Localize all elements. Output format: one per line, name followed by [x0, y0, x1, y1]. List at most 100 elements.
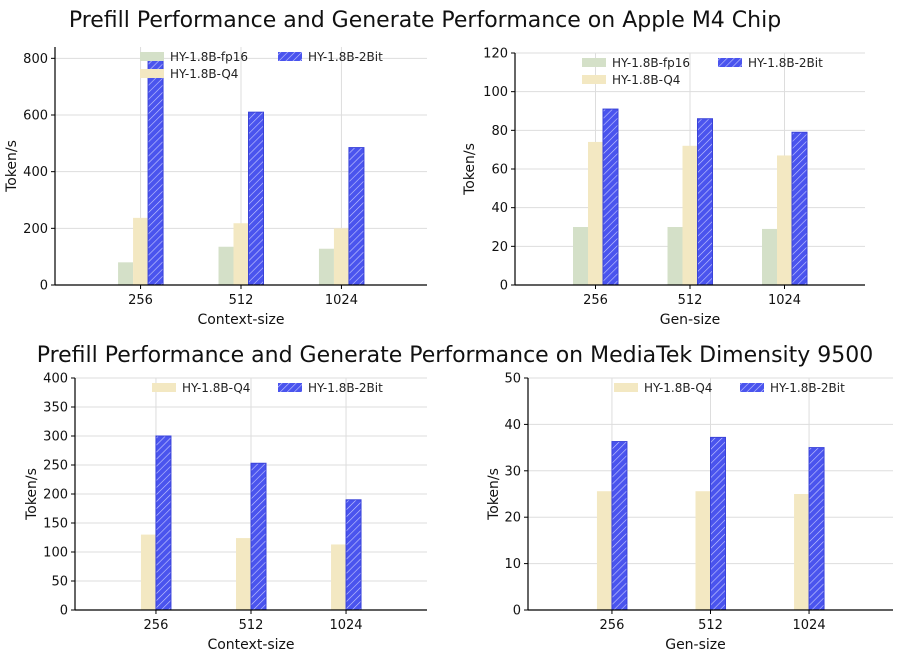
y-tick-label: 350 [43, 401, 68, 416]
x-tick-label: 256 [583, 293, 608, 308]
x-tick-label: 1024 [329, 618, 362, 633]
y-tick-label: 400 [23, 165, 48, 180]
legend-label-twobit: HY-1.8B-2Bit [770, 381, 845, 395]
bar-q4-256 [588, 141, 603, 285]
y-tick-label: 30 [504, 464, 521, 479]
bar-twobit-1024 [348, 147, 365, 286]
x-tick-label: 512 [678, 293, 703, 308]
x-tick-label: 256 [144, 618, 169, 633]
x-tick-label: 256 [128, 293, 153, 308]
bar-q4-256 [596, 491, 612, 610]
bar-fp16-512 [667, 227, 683, 285]
legend-label-twobit: HY-1.8B-2Bit [308, 50, 383, 64]
y-axis-label: Token/s [486, 468, 502, 521]
legend-label-q4: HY-1.8B-Q4 [170, 67, 238, 81]
legend-label-twobit: HY-1.8B-2Bit [748, 56, 823, 70]
x-tick-label: 512 [698, 618, 723, 633]
bar-q4-512 [682, 145, 698, 285]
y-tick-label: 50 [504, 372, 521, 387]
legend-label-q4: HY-1.8B-Q4 [612, 73, 680, 87]
legend-label-fp16: HY-1.8B-fp16 [612, 56, 690, 70]
legend-label-fp16: HY-1.8B-fp16 [170, 50, 248, 64]
bar-fp16-256 [118, 262, 134, 285]
x-axis-label: Context-size [207, 637, 294, 653]
bar-twobit-256 [155, 435, 172, 611]
bar-fp16-1024 [318, 248, 334, 285]
legend-swatch-twobit [740, 383, 764, 392]
bar-q4-512 [236, 538, 251, 610]
bar-twobit-256 [611, 441, 628, 611]
bar-q4-1024 [794, 494, 810, 610]
bar-fp16-512 [218, 246, 234, 285]
x-tick-label: 256 [600, 618, 625, 633]
bar-q4-512 [233, 223, 249, 285]
y-tick-label: 0 [500, 279, 508, 294]
x-axis-label: Context-size [197, 312, 284, 328]
bar-twobit-256 [602, 108, 619, 286]
y-tick-label: 20 [504, 511, 521, 526]
chart-m4-prefill: 0 200 400 600 800 256 512 1024 Context-size Token… [4, 47, 427, 328]
bar-twobit-512 [250, 462, 267, 611]
bar-twobit-512 [248, 111, 264, 286]
y-tick-label: 20 [491, 240, 508, 255]
y-tick-label: 50 [51, 575, 68, 590]
legend-swatch-twobit [278, 383, 302, 392]
bar-q4-1024 [333, 228, 349, 285]
legend-swatch-twobit [718, 58, 742, 67]
x-tick-label: 512 [229, 293, 254, 308]
legend-swatch-q4 [140, 69, 164, 78]
bar-twobit-512 [697, 118, 713, 286]
chart-dimensity-prefill: 0 50 100 150 200 250 300 350 400 256 512 1024 Contex… [24, 372, 427, 653]
y-tick-label: 600 [23, 109, 48, 124]
y-tick-label: 40 [491, 201, 508, 216]
section-title-bottom: Prefill Performance and Generate Perform… [37, 343, 874, 368]
y-tick-label: 40 [504, 418, 521, 433]
legend-label-q4: HY-1.8B-Q4 [182, 381, 250, 395]
x-tick-label: 512 [239, 618, 264, 633]
legend-swatch-q4 [582, 75, 606, 84]
y-tick-label: 120 [483, 47, 508, 62]
legend-swatch-twobit [278, 52, 302, 61]
y-tick-label: 250 [43, 459, 68, 474]
bar-twobit-256 [147, 59, 164, 286]
chart-dimensity-generate: 0 10 20 30 40 50 256 512 1024 Gen-size Token/s HY-1… [486, 372, 893, 653]
legend-swatch-q4 [614, 383, 638, 392]
y-tick-label: 60 [491, 163, 508, 178]
legend-swatch-q4 [152, 383, 176, 392]
x-axis-label: Gen-size [665, 637, 726, 653]
bar-fp16-1024 [762, 228, 777, 285]
bar-twobit-512 [710, 436, 726, 611]
x-axis-label: Gen-size [660, 312, 721, 328]
x-tick-label: 1024 [325, 293, 358, 308]
bar-fp16-256 [573, 227, 588, 285]
y-tick-label: 200 [43, 488, 68, 503]
bar-q4-512 [695, 491, 711, 610]
y-axis-label: Token/s [462, 143, 478, 196]
y-tick-label: 400 [43, 372, 68, 387]
y-tick-label: 0 [60, 604, 68, 619]
y-tick-label: 10 [504, 557, 521, 572]
bar-q4-256 [140, 534, 156, 610]
section-title-top: Prefill Performance and Generate Perform… [69, 8, 781, 33]
chart-m4-generate: 0 20 40 60 80 100 120 256 512 1024 Gen-size Token/s… [462, 47, 865, 328]
bar-q4-1024 [331, 544, 347, 610]
y-tick-label: 200 [23, 222, 48, 237]
y-tick-label: 0 [40, 279, 48, 294]
y-tick-label: 150 [43, 517, 68, 532]
legend-swatch-fp16 [140, 52, 164, 61]
y-axis-label: Token/s [4, 140, 20, 193]
y-axis-label: Token/s [24, 468, 40, 521]
y-tick-label: 100 [43, 546, 68, 561]
legend-label-q4: HY-1.8B-Q4 [644, 381, 712, 395]
x-tick-label: 1024 [768, 293, 801, 308]
y-tick-label: 800 [23, 52, 48, 67]
legend-swatch-fp16 [582, 58, 606, 67]
y-tick-label: 0 [513, 604, 521, 619]
bar-twobit-1024 [345, 499, 362, 611]
y-tick-label: 300 [43, 430, 68, 445]
bar-q4-256 [133, 217, 149, 285]
legend-label-twobit: HY-1.8B-2Bit [308, 381, 383, 395]
bar-twobit-1024 [791, 131, 808, 286]
y-tick-label: 100 [483, 85, 508, 100]
